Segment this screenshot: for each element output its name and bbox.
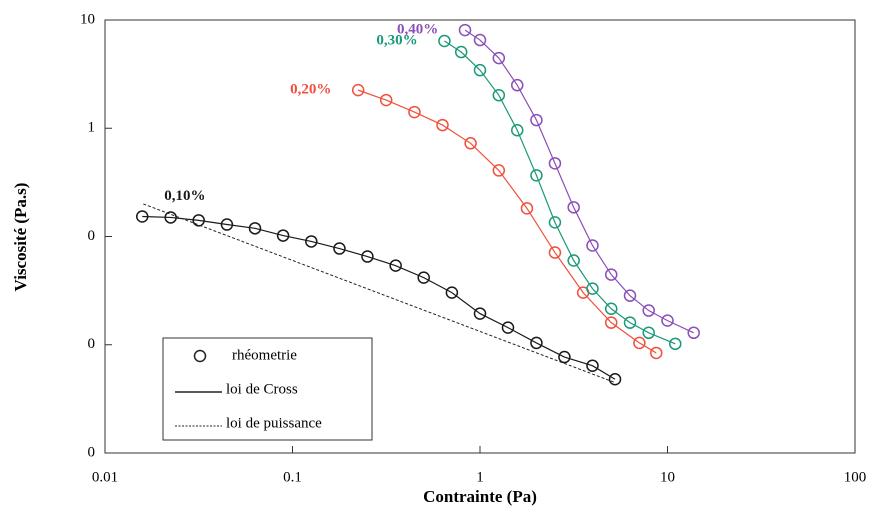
data-point: [548, 216, 562, 229]
series-label: 0,20%: [290, 82, 331, 98]
data-point: [650, 346, 663, 360]
y-axis-label: Viscosité (Pa.s): [11, 183, 30, 292]
data-point: [438, 34, 451, 48]
data-point: [351, 83, 365, 97]
data-point: [454, 45, 468, 59]
data-point: [333, 242, 346, 255]
cross-fit-line: [464, 29, 694, 334]
data-point: [492, 164, 506, 177]
data-point: [604, 316, 618, 329]
data-point: [464, 137, 477, 150]
series-label: 0,40%: [397, 22, 438, 38]
data-point: [586, 359, 599, 372]
cross-fit-line: [444, 40, 676, 345]
data-point: [408, 105, 421, 119]
legend-label: rhéometrie: [232, 347, 297, 363]
data-point: [135, 210, 149, 223]
data-point: [567, 201, 580, 214]
series-label: 0,10%: [164, 188, 205, 204]
data-point: [661, 314, 674, 327]
data-point: [492, 51, 506, 65]
x-tick-label: 10: [660, 469, 675, 485]
data-point: [379, 93, 393, 107]
power-law-line: [143, 203, 615, 383]
data-point: [417, 271, 430, 284]
legend: [162, 337, 373, 441]
legend-label: loi de Cross: [226, 381, 298, 397]
data-point: [445, 286, 459, 299]
y-tick-label: 0: [88, 444, 96, 460]
data-point: [473, 307, 487, 320]
data-point: [530, 113, 543, 127]
x-tick-label: 0.1: [283, 469, 302, 485]
data-point: [510, 124, 524, 137]
legend-box: [162, 337, 373, 441]
data-point: [305, 235, 318, 248]
data-point: [604, 302, 618, 316]
data-point: [623, 316, 637, 329]
data-point: [276, 229, 290, 242]
x-tick-label: 100: [844, 469, 867, 485]
legend-symbol: [193, 349, 207, 363]
data-point: [608, 373, 622, 386]
data-point: [687, 326, 700, 340]
data-point: [669, 337, 682, 351]
data-point: [642, 304, 655, 317]
legend-label: loi de puissance: [226, 415, 322, 431]
data-point: [567, 254, 580, 267]
x-tick-label: 0.01: [92, 469, 118, 485]
data-point: [501, 321, 515, 334]
data-point: [492, 88, 506, 102]
data-point: [642, 326, 655, 340]
data-point: [361, 250, 374, 263]
data-point: [623, 289, 637, 302]
data-point: [548, 246, 562, 259]
y-tick-label: 1: [88, 120, 96, 136]
data-point: [248, 222, 262, 235]
data-point: [436, 118, 449, 132]
data-point: [633, 336, 646, 350]
data-point: [586, 239, 599, 252]
data-point: [473, 33, 487, 47]
y-tick-label: 10: [80, 11, 95, 27]
data-point: [389, 259, 402, 272]
data-point: [510, 78, 524, 92]
data-point: [530, 336, 543, 350]
series-label: 0,30%: [376, 32, 417, 48]
data-point: [548, 157, 562, 170]
y-tick-label: 0: [88, 228, 96, 244]
y-tick-label: 0: [88, 336, 96, 352]
data-point: [530, 169, 543, 182]
data-point: [220, 218, 234, 231]
x-tick-label: 1: [476, 469, 484, 485]
x-axis-label: Contrainte (Pa): [423, 487, 537, 506]
data-point: [586, 282, 599, 295]
data-point: [604, 268, 618, 281]
data-point: [458, 23, 472, 37]
data-point: [192, 214, 205, 227]
data-point: [520, 202, 534, 215]
data-point: [164, 211, 177, 224]
data-point: [558, 350, 571, 364]
data-point: [473, 63, 487, 77]
